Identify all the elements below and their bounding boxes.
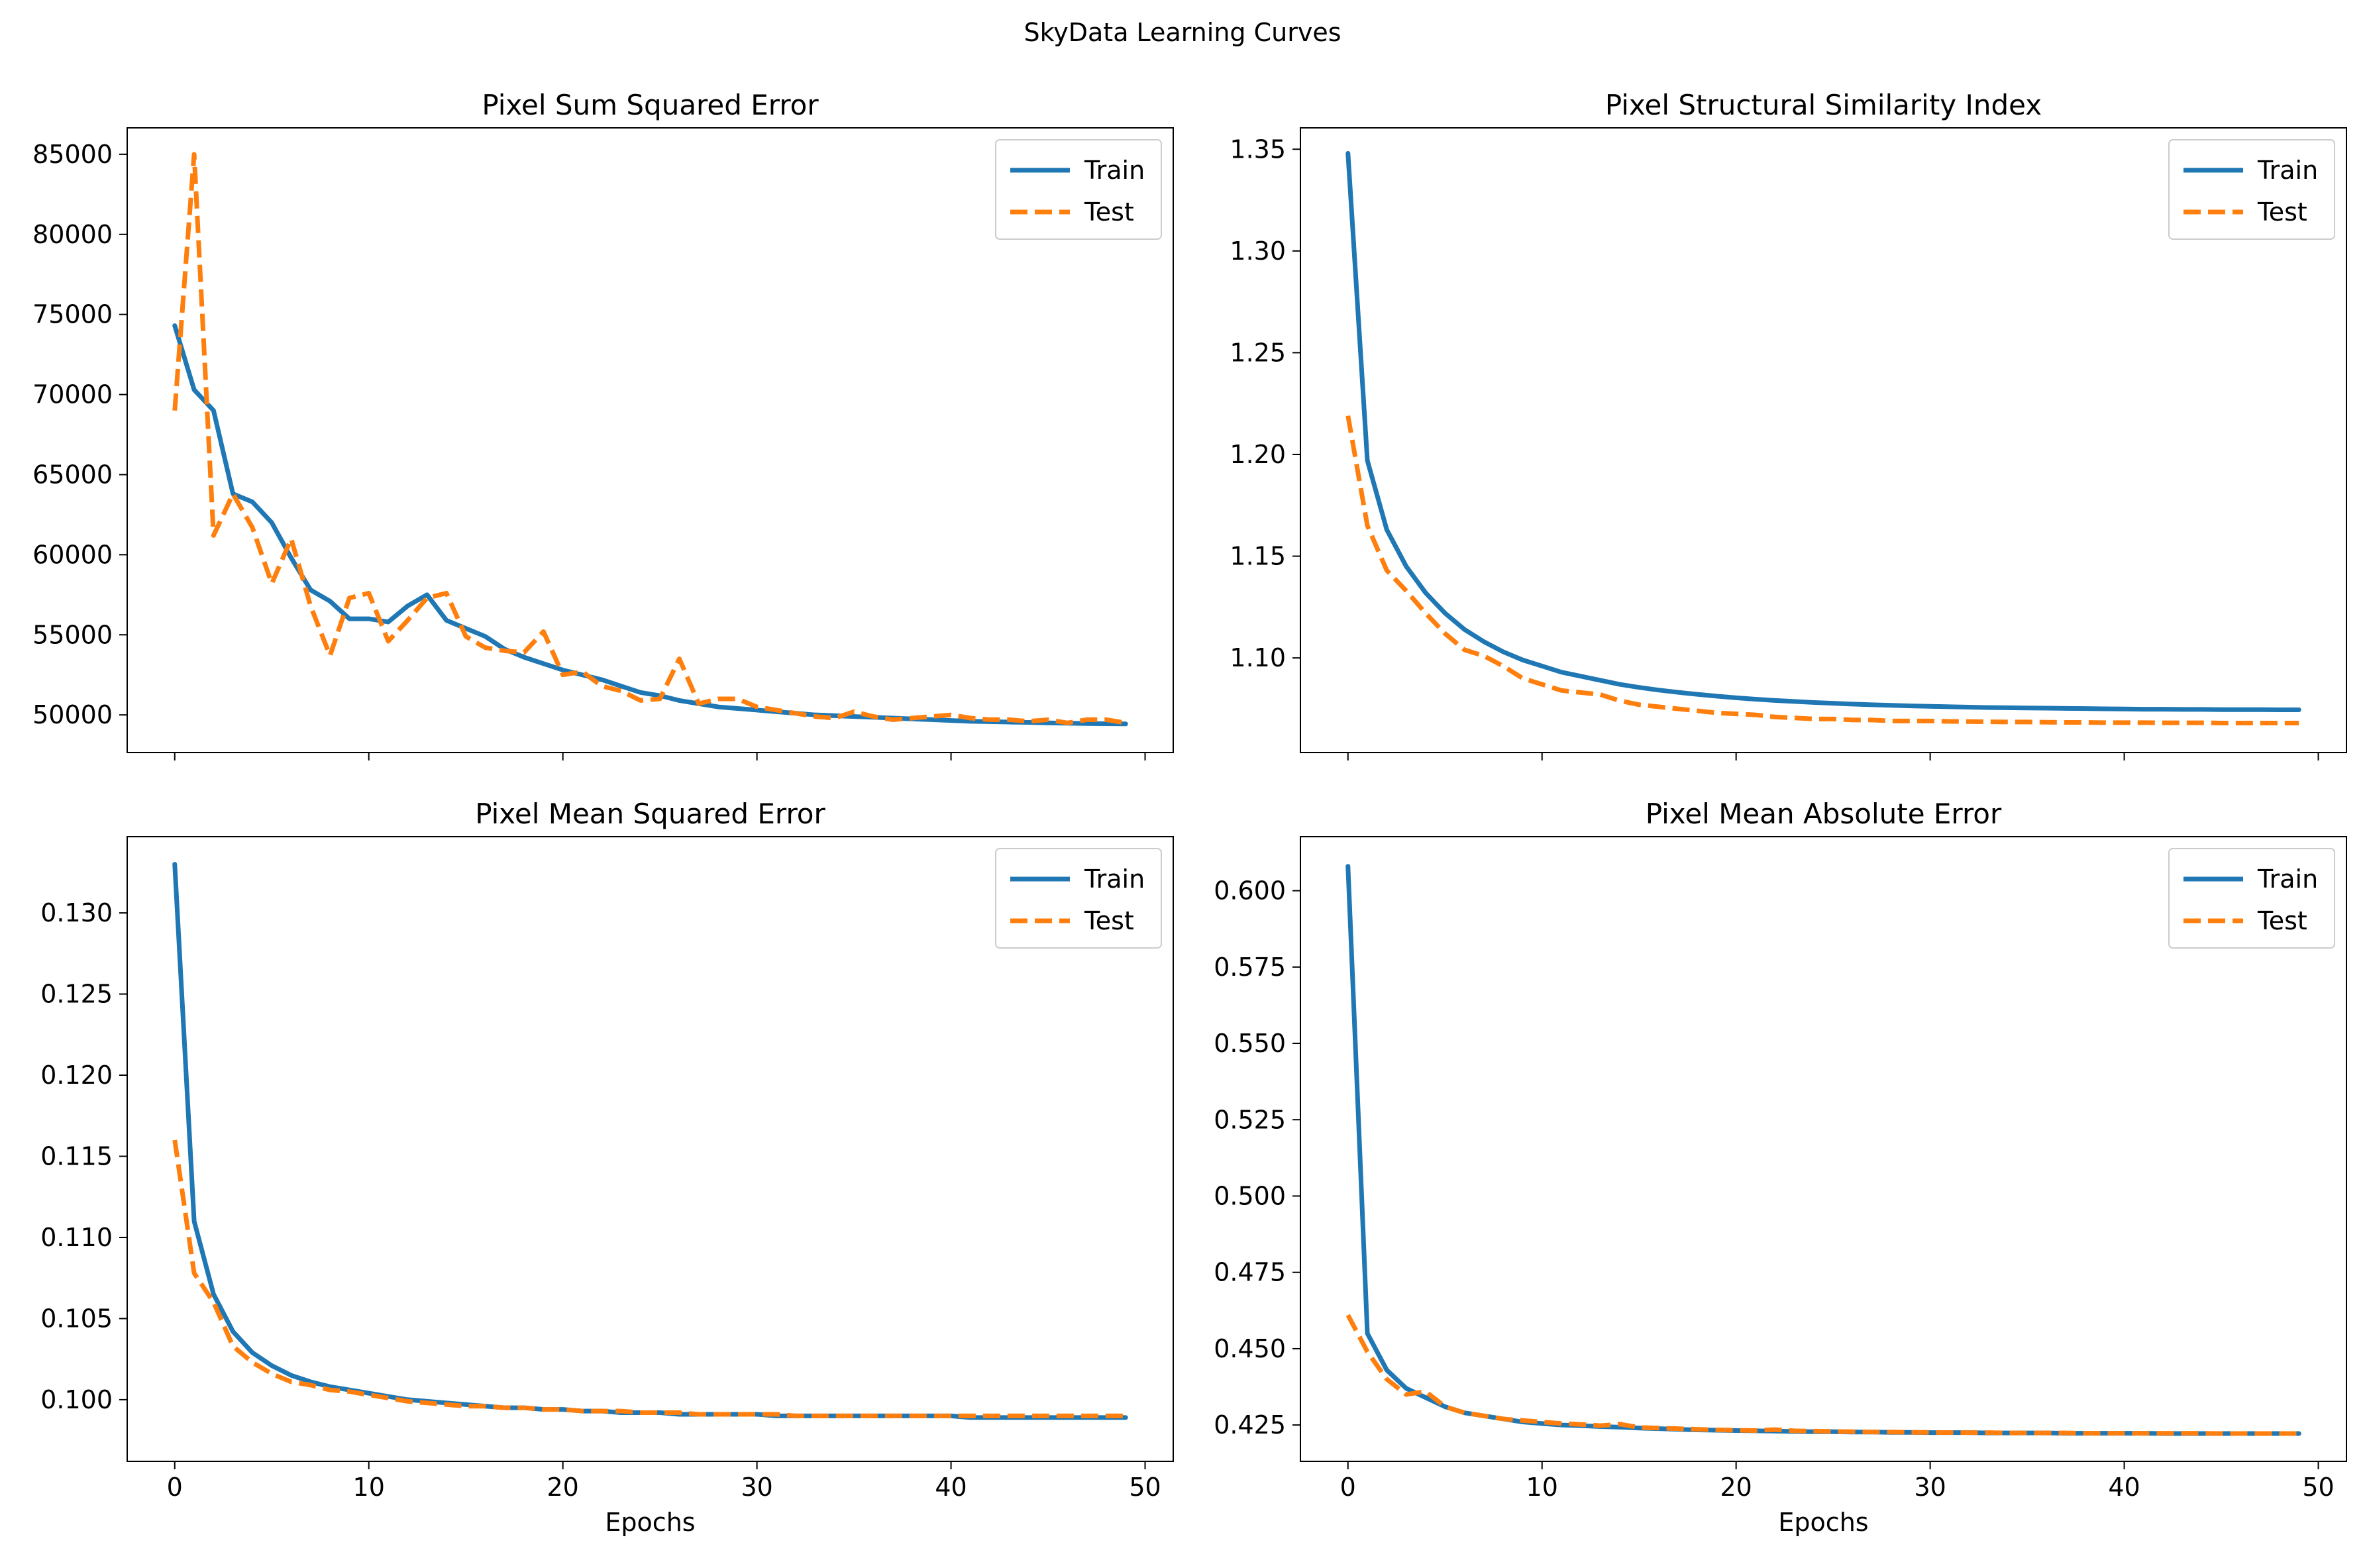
y-tick-label: 65000 [32,460,113,489]
y-tick-label: 0.425 [1214,1410,1286,1439]
legend: Train Test [2168,139,2335,240]
x-tick-label: 50 [1129,1473,1161,1502]
legend-label-train: Train [2257,864,2318,894]
axes-frame [1300,127,2347,753]
y-tick-label: 0.125 [40,980,113,1009]
series-line-test [1345,415,2299,725]
y-tick-label: 0.130 [40,898,113,927]
x-tick-label: 50 [2302,1473,2334,1502]
x-tick-label: 20 [1720,1473,1752,1502]
y-tick-label: 0.575 [1214,953,1286,982]
legend-label-train: Train [1084,156,1145,185]
y-tick-label: 0.525 [1214,1105,1286,1134]
legend: Train Test [995,848,1162,949]
y-tick-label: 70000 [32,380,113,409]
legend-box [2168,139,2335,240]
y-tick-label: 0.100 [40,1385,113,1414]
legend-label-train: Train [2257,156,2318,185]
series-line-train [1345,150,2301,712]
series-group [172,152,1128,727]
subplot-2: Pixel Structural Similarity Index 1.10 1.1… [1230,89,2347,760]
x-tick-label: 40 [2108,1473,2140,1502]
legend-label-test: Test [2257,906,2307,935]
legend-box [2168,848,2335,949]
y-tick-label: 0.115 [40,1142,113,1171]
x-tick-label: 0 [1340,1473,1356,1502]
y-tick-label: 50000 [32,700,113,729]
series-line-test [1345,1314,2299,1436]
y-tick-label: 0.450 [1214,1334,1286,1363]
y-tick-label: 0.110 [40,1223,113,1252]
x-axis-label: Epochs [1778,1508,1868,1537]
legend-label-train: Train [1084,864,1145,894]
subplot-1: Pixel Sum Squared Error 50000 55000 60000 65… [32,89,1174,760]
series-line-test [172,152,1126,725]
y-tick-label: 1.35 [1230,134,1286,164]
subplot-title: Pixel Structural Similarity Index [1605,89,2042,121]
y-tick-label: 0.600 [1214,876,1286,906]
x-axis-label: Epochs [605,1508,695,1537]
series-group [1345,864,2301,1436]
legend-box [995,139,1162,240]
y-tick-label: 1.20 [1230,440,1286,469]
y-tick-label: 0.550 [1214,1029,1286,1058]
subplots: Pixel Sum Squared Error 50000 55000 60000 65… [32,89,2347,1537]
y-tick-label: 80000 [32,220,113,249]
y-tick-label: 1.10 [1230,643,1286,672]
series-line-train [172,323,1128,727]
axes-frame [1300,836,2347,1462]
legend: Train Test [2168,848,2335,949]
axes-frame [127,836,1174,1462]
y-tick-label: 1.15 [1230,542,1286,571]
x-tick-label: 30 [1914,1473,1946,1502]
y-tick-label: 55000 [32,620,113,649]
subplot-title: Pixel Sum Squared Error [482,89,819,121]
series-group [172,862,1128,1420]
legend-label-test: Test [1084,197,1134,227]
series-line-test [172,1139,1126,1418]
x-tick-label: 40 [935,1473,967,1502]
subplot-title: Pixel Mean Absolute Error [1646,798,2002,830]
legend-label-test: Test [1084,906,1134,935]
y-tick-label: 0.105 [40,1304,113,1333]
legend: Train Test [995,139,1162,240]
y-tick-label: 1.25 [1230,338,1286,367]
y-tick-label: 75000 [32,300,113,329]
y-tick-label: 0.120 [40,1061,113,1090]
series-group [1345,150,2301,725]
legend-label-test: Test [2257,197,2307,227]
subplot-4: Pixel Mean Absolute Error 0 10 20 30 40 50 0.42… [1214,798,2347,1537]
x-tick-label: 30 [741,1473,772,1502]
y-tick-label: 1.30 [1230,236,1286,266]
x-tick-label: 10 [353,1473,385,1502]
subplot-3: Pixel Mean Squared Error 0 10 20 30 40 50 0.100… [40,798,1174,1537]
x-tick-label: 20 [547,1473,578,1502]
y-tick-label: 60000 [32,540,113,569]
axes-frame [127,127,1174,753]
x-tick-label: 10 [1526,1473,1558,1502]
y-tick-label: 0.500 [1214,1181,1286,1210]
x-tick-label: 0 [167,1473,183,1502]
legend-box [995,848,1162,949]
figure-title: SkyData Learning Curves [1024,18,1341,47]
y-tick-label: 85000 [32,140,113,169]
y-tick-label: 0.475 [1214,1258,1286,1287]
subplot-title: Pixel Mean Squared Error [475,798,825,830]
